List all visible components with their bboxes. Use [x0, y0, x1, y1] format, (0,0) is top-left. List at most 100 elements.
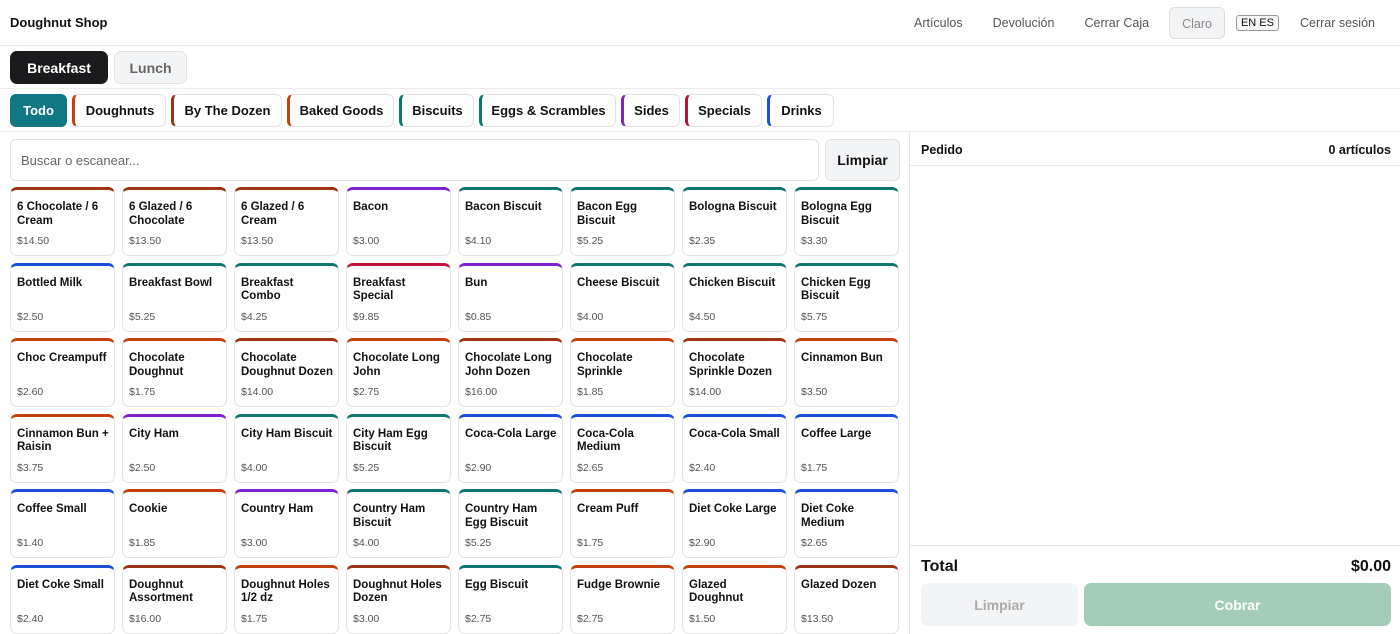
product-card[interactable]: 6 Glazed / 6 Cream $13.50 — [234, 187, 339, 256]
product-card[interactable]: City Ham Egg Biscuit $5.25 — [346, 413, 451, 483]
theme-toggle-button[interactable]: Claro — [1169, 7, 1225, 39]
total-label: Total — [921, 558, 959, 575]
product-name: Diet Coke Large — [689, 503, 777, 515]
product-card[interactable]: Doughnut Holes Dozen $3.00 — [346, 564, 451, 634]
product-card[interactable]: City Ham Biscuit $4.00 — [234, 413, 339, 483]
nav-returns[interactable]: Devolución — [992, 16, 1055, 30]
product-card[interactable]: Breakfast Special $9.85 — [346, 262, 451, 332]
clear-search-button[interactable]: Limpiar — [825, 139, 900, 181]
product-card[interactable]: Chicken Biscuit $4.50 — [682, 262, 787, 332]
product-card[interactable]: City Ham $2.50 — [122, 413, 227, 483]
product-card[interactable]: Diet Coke Small $2.40 — [10, 564, 115, 634]
product-card[interactable]: Bologna Biscuit $2.35 — [682, 187, 787, 256]
product-card[interactable]: Chocolate Sprinkle Dozen $14.00 — [682, 338, 787, 407]
category-tab-specials[interactable]: Specials — [685, 94, 762, 127]
category-selector: Todo Doughnuts By The Dozen Baked Goods … — [0, 89, 1400, 132]
category-tab-drinks[interactable]: Drinks — [767, 94, 834, 127]
product-card[interactable]: Country Ham Egg Biscuit $5.25 — [458, 489, 563, 558]
order-header: Pedido 0 artículos — [910, 132, 1400, 166]
product-card[interactable]: Bacon Egg Biscuit $5.25 — [570, 187, 675, 256]
product-card[interactable]: Diet Coke Medium $2.65 — [794, 489, 899, 558]
product-card[interactable]: Coffee Small $1.40 — [10, 489, 115, 558]
product-price: $2.75 — [353, 386, 380, 398]
product-card[interactable]: Glazed Doughnut $1.50 — [682, 564, 787, 634]
product-card[interactable]: Egg Biscuit $2.75 — [458, 564, 563, 634]
product-price: $2.90 — [465, 461, 492, 474]
product-name: Country Ham Biscuit — [353, 503, 426, 529]
product-name: Breakfast Special — [353, 276, 406, 303]
product-price: $14.00 — [241, 386, 274, 398]
product-card[interactable]: Fudge Brownie $2.75 — [570, 564, 675, 634]
product-price: $16.00 — [129, 612, 162, 625]
top-bar: Doughnut Shop Artículos Devolución Cerra… — [0, 0, 1400, 46]
product-card[interactable]: Chocolate Long John Dozen $16.00 — [458, 338, 563, 407]
meal-tab-breakfast[interactable]: Breakfast — [10, 51, 108, 84]
product-card[interactable]: Bottled Milk $2.50 — [10, 262, 115, 332]
product-card[interactable]: Chicken Egg Biscuit $5.75 — [794, 262, 899, 332]
product-price: $5.25 — [129, 310, 156, 323]
product-price: $9.85 — [353, 310, 380, 323]
total-value: $0.00 — [1350, 558, 1391, 575]
product-price: $2.35 — [689, 235, 716, 247]
product-card[interactable]: Cookie $1.85 — [122, 489, 227, 558]
language-toggle[interactable]: EN ES — [1235, 15, 1279, 31]
product-price: $5.25 — [577, 235, 604, 247]
product-card[interactable]: Country Ham Biscuit $4.00 — [346, 489, 451, 558]
category-tab-sides[interactable]: Sides — [621, 94, 680, 127]
product-card[interactable]: 6 Chocolate / 6 Cream $14.50 — [10, 187, 115, 256]
product-name: Bottled Milk — [17, 276, 83, 289]
product-price: $13.50 — [129, 235, 162, 247]
logout-button[interactable]: Cerrar sesión — [1299, 16, 1375, 30]
product-card[interactable]: Bacon $3.00 — [346, 187, 451, 256]
product-card[interactable]: Chocolate Long John $2.75 — [346, 338, 451, 407]
product-card[interactable]: Coffee Large $1.75 — [794, 413, 899, 483]
product-name: Chicken Egg Biscuit — [801, 276, 871, 303]
product-card[interactable]: 6 Glazed / 6 Chocolate $13.50 — [122, 187, 227, 256]
category-tab-doughnuts[interactable]: Doughnuts — [72, 94, 166, 127]
product-card[interactable]: Bologna Egg Biscuit $3.30 — [794, 187, 899, 256]
product-card[interactable]: Cream Puff $1.75 — [570, 489, 675, 558]
product-name: 6 Glazed / 6 Cream — [241, 201, 305, 227]
product-card[interactable]: Bacon Biscuit $4.10 — [458, 187, 563, 256]
category-tab-todo[interactable]: Todo — [10, 94, 67, 127]
product-name: Egg Biscuit — [465, 578, 529, 591]
charge-button[interactable]: Cobrar — [1084, 583, 1391, 626]
product-card[interactable]: Cheese Biscuit $4.00 — [570, 262, 675, 332]
product-card[interactable]: Chocolate Doughnut $1.75 — [122, 338, 227, 407]
product-card[interactable]: Bun $0.85 — [458, 262, 563, 332]
product-price: $3.00 — [353, 235, 380, 247]
nav-close-register[interactable]: Cerrar Caja — [1084, 16, 1150, 30]
product-card[interactable]: Country Ham $3.00 — [234, 489, 339, 558]
product-name: Cinnamon Bun — [801, 352, 883, 364]
product-card[interactable]: Doughnut Holes 1/2 dz $1.75 — [234, 564, 339, 634]
product-name: Doughnut Holes 1/2 dz — [241, 578, 330, 605]
category-tab-by-the-dozen[interactable]: By The Dozen — [171, 94, 282, 127]
product-price: $2.75 — [465, 612, 492, 625]
product-card[interactable]: Coca-Cola Small $2.40 — [682, 413, 787, 483]
product-card[interactable]: Coca-Cola Large $2.90 — [458, 413, 563, 483]
product-name: Country Ham Egg Biscuit — [465, 503, 538, 529]
category-tab-biscuits[interactable]: Biscuits — [399, 94, 474, 127]
product-name: Coffee Small — [17, 503, 87, 515]
product-card[interactable]: Chocolate Sprinkle $1.85 — [570, 338, 675, 407]
product-price: $2.65 — [577, 461, 604, 474]
product-card[interactable]: Doughnut Assortment $16.00 — [122, 564, 227, 634]
meal-tab-lunch[interactable]: Lunch — [114, 51, 187, 84]
product-price: $0.85 — [465, 310, 492, 323]
nav-articles[interactable]: Artículos — [913, 16, 963, 30]
search-input[interactable] — [10, 139, 819, 181]
product-card[interactable]: Glazed Dozen $13.50 — [794, 564, 899, 634]
product-card[interactable]: Cinnamon Bun $3.50 — [794, 338, 899, 407]
product-card[interactable]: Breakfast Bowl $5.25 — [122, 262, 227, 332]
product-card[interactable]: Diet Coke Large $2.90 — [682, 489, 787, 558]
product-card[interactable]: Chocolate Doughnut Dozen $14.00 — [234, 338, 339, 407]
product-name: Diet Coke Small — [17, 578, 104, 591]
product-card[interactable]: Coca-Cola Medium $2.65 — [570, 413, 675, 483]
product-name: Chocolate Sprinkle Dozen — [689, 352, 773, 378]
product-card[interactable]: Breakfast Combo $4.25 — [234, 262, 339, 332]
category-tab-eggs-scrambles[interactable]: Eggs & Scrambles — [479, 94, 616, 127]
category-tab-baked-goods[interactable]: Baked Goods — [287, 94, 394, 127]
product-card[interactable]: Cinnamon Bun + Raisin $3.75 — [10, 413, 115, 483]
product-card[interactable]: Choc Creampuff $2.60 — [10, 338, 115, 407]
clear-order-button[interactable]: Limpiar — [921, 583, 1078, 626]
